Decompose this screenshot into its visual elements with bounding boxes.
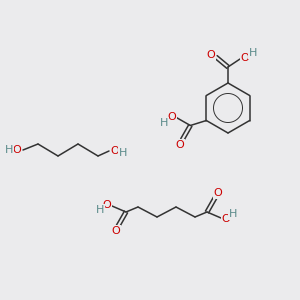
Text: H: H bbox=[160, 118, 169, 128]
Text: H: H bbox=[229, 209, 237, 219]
Text: O: O bbox=[222, 214, 230, 224]
Text: O: O bbox=[112, 226, 120, 236]
Text: H: H bbox=[5, 145, 13, 155]
Text: O: O bbox=[214, 188, 222, 198]
Text: H: H bbox=[96, 205, 104, 215]
Text: O: O bbox=[111, 146, 119, 156]
Text: O: O bbox=[13, 145, 21, 155]
Text: H: H bbox=[249, 48, 257, 58]
Text: O: O bbox=[241, 53, 249, 63]
Text: O: O bbox=[103, 200, 111, 210]
Text: O: O bbox=[175, 140, 184, 149]
Text: H: H bbox=[119, 148, 127, 158]
Text: O: O bbox=[167, 112, 176, 122]
Text: O: O bbox=[207, 50, 215, 60]
